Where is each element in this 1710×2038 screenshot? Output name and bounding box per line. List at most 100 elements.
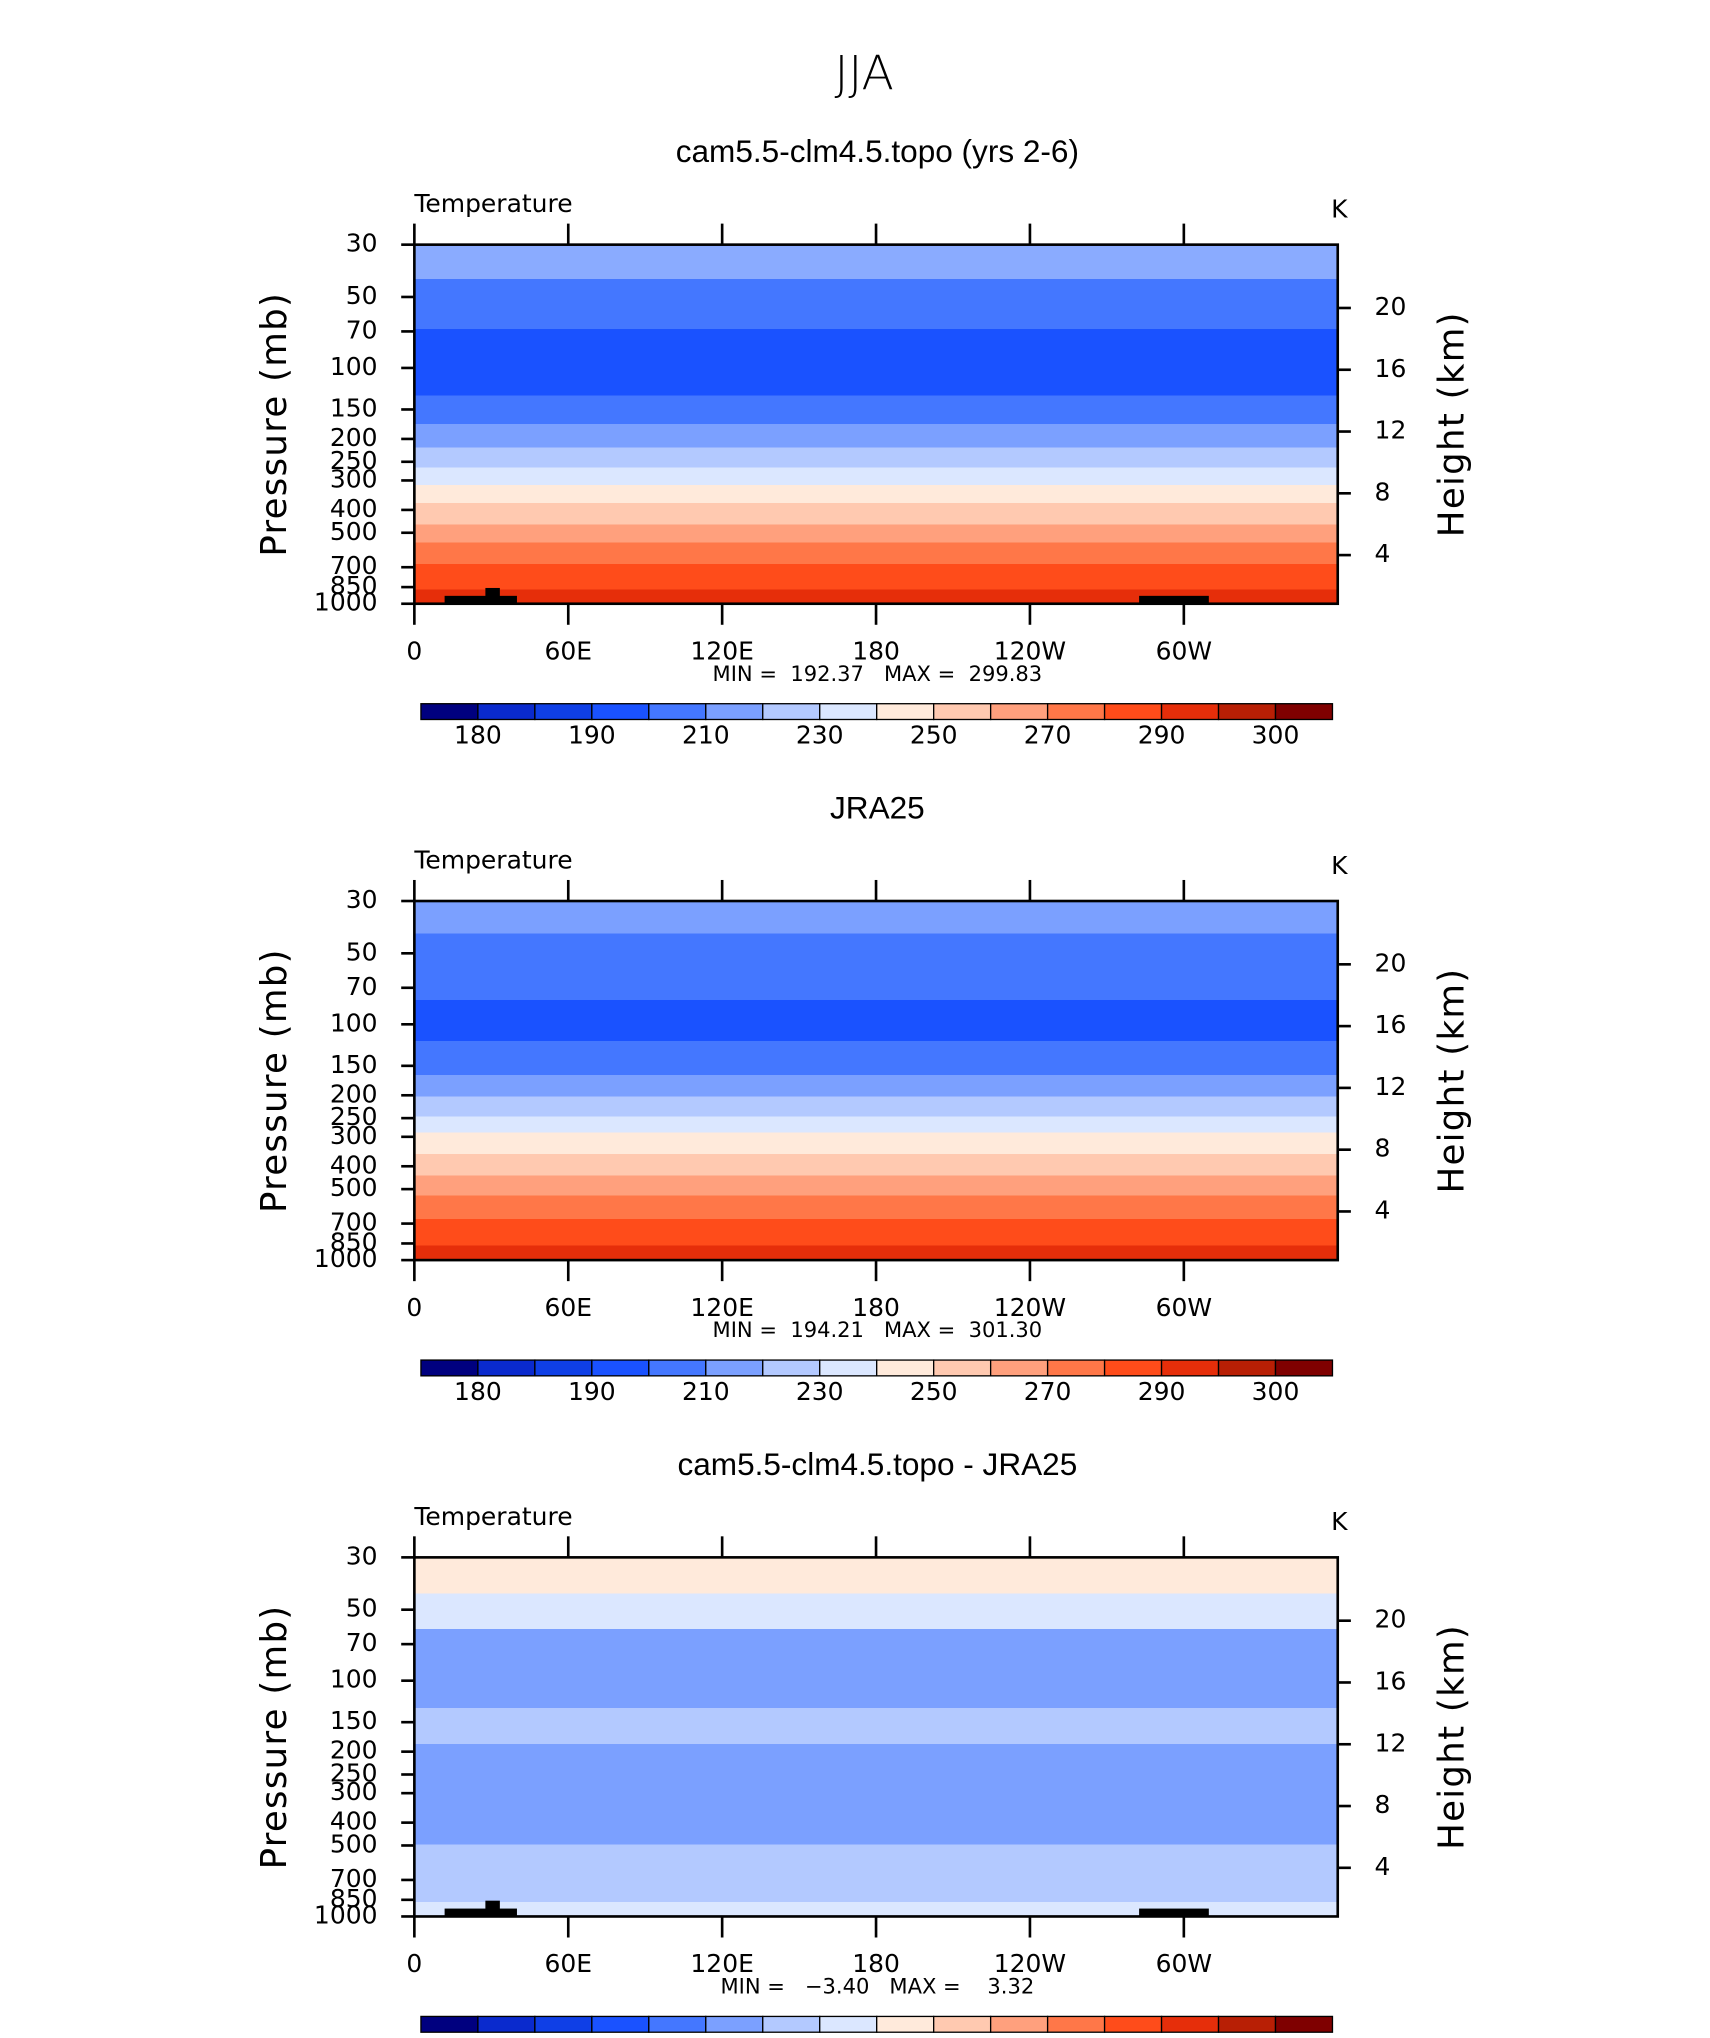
x-tick-label: 180 <box>852 1293 900 1322</box>
x-tick-label: 60W <box>1156 636 1213 665</box>
colorbar-box <box>876 1359 935 1377</box>
y-tick-label: 850 <box>330 571 378 600</box>
x-tick-label: 180 <box>852 1949 900 1978</box>
colorbar-box <box>705 2015 764 2033</box>
y-tick-label: 150 <box>330 1706 378 1735</box>
colorbar-label: −4 <box>630 2033 667 2038</box>
figure-title: JJA <box>834 46 893 101</box>
y-tick-label: 50 <box>346 1594 378 1623</box>
colorbar-label: 230 <box>796 1377 844 1406</box>
y-tick-label: 400 <box>330 494 378 523</box>
colorbar-label: −2 <box>744 2033 781 2038</box>
y2-tick-label: 4 <box>1375 1195 1391 1224</box>
y-tick-label: 400 <box>330 1807 378 1836</box>
colorbar-box <box>933 703 992 721</box>
colorbar-box <box>705 703 764 721</box>
y2-tick-label: 12 <box>1375 1728 1407 1757</box>
x-tick-label: 180 <box>852 636 900 665</box>
y-tick-label: 1000 <box>314 1900 378 1929</box>
colorbar-box <box>1274 1359 1334 1377</box>
stats: MIN = 194.21 MAX = 301.30 <box>713 1317 1043 1342</box>
y2-tick-label: 20 <box>1375 948 1407 977</box>
y-axis-label: Pressure (mb) <box>254 292 295 557</box>
colorbar-label: 290 <box>1138 721 1186 750</box>
x-tick-label: 60W <box>1156 1949 1213 1978</box>
colorbar-label: −1 <box>801 2033 838 2038</box>
right-label: K <box>1331 1507 1348 1536</box>
y2-tick-label: 20 <box>1375 292 1407 321</box>
y-tick-label: 300 <box>330 464 378 493</box>
colorbar-label: 210 <box>682 721 730 750</box>
right-label: K <box>1331 851 1348 880</box>
y2-tick-label: 16 <box>1375 1666 1407 1695</box>
x-tick-label: 120E <box>690 1949 753 1978</box>
topography <box>444 595 517 604</box>
y2-tick-label: 20 <box>1375 1605 1407 1634</box>
colorbar-box <box>876 703 935 721</box>
topography <box>485 587 500 604</box>
y-tick-label: 30 <box>346 229 378 258</box>
y-tick-label: 300 <box>330 1777 378 1806</box>
colorbar-label: 190 <box>568 1377 616 1406</box>
y2-axis-label: Height (km) <box>1431 311 1472 537</box>
x-tick-label: 0 <box>406 636 422 665</box>
x-tick-label: 120W <box>994 1293 1066 1322</box>
colorbar-box <box>534 1359 593 1377</box>
x-tick-label: 120W <box>994 1949 1066 1978</box>
y-tick-label: 700 <box>330 1208 378 1237</box>
colorbar-box <box>591 2015 650 2033</box>
colorbar-box <box>420 2015 479 2033</box>
y2-tick-label: 16 <box>1375 1010 1407 1039</box>
y2-axis-label: Height (km) <box>1431 1624 1472 1850</box>
y-tick-label: 200 <box>330 1079 378 1108</box>
colorbar-box <box>420 703 479 721</box>
colorbar-box <box>989 1359 1049 1377</box>
colorbar-box <box>591 703 650 721</box>
y-tick-label: 400 <box>330 1150 378 1179</box>
right-label: K <box>1331 194 1348 223</box>
y2-tick-label: 4 <box>1375 539 1391 568</box>
colorbar-box <box>1046 703 1106 721</box>
topography <box>1139 595 1209 604</box>
colorbar-box <box>819 1359 878 1377</box>
left-label: Temperature <box>413 189 572 218</box>
y-tick-label: 1000 <box>314 1244 378 1273</box>
colorbar-label: −7 <box>516 2033 553 2038</box>
y2-axis-label: Height (km) <box>1431 968 1472 1194</box>
y2-tick-label: 12 <box>1375 416 1407 445</box>
x-tick-label: 120W <box>994 636 1066 665</box>
colorbar-label: 290 <box>1138 1377 1186 1406</box>
colorbar-label: 190 <box>568 721 616 750</box>
stats: MIN = 192.37 MAX = 299.83 <box>713 661 1043 686</box>
y2-tick-label: 8 <box>1375 477 1391 506</box>
colorbar-label: −3 <box>687 2033 724 2038</box>
y-tick-label: 500 <box>330 517 378 546</box>
y-axis-label: Pressure (mb) <box>254 948 295 1213</box>
y-tick-label: 700 <box>330 551 378 580</box>
x-tick-label: 120E <box>690 636 753 665</box>
colorbar-box <box>819 703 878 721</box>
topography <box>444 1908 517 1917</box>
colorbar-box <box>648 703 707 721</box>
colorbar-box <box>819 2015 878 2033</box>
colorbar-box <box>1103 1359 1163 1377</box>
colorbar-label: 180 <box>454 1377 502 1406</box>
y2-tick-label: 8 <box>1375 1134 1391 1163</box>
colorbar-box <box>648 2015 707 2033</box>
left-label: Temperature <box>413 1502 572 1531</box>
y-tick-label: 100 <box>330 1008 378 1037</box>
y2-tick-label: 8 <box>1375 1790 1391 1819</box>
x-tick-label: 120E <box>690 1293 753 1322</box>
colorbar-box <box>420 1359 479 1377</box>
colorbar-box <box>762 1359 821 1377</box>
colorbar-label: 7 <box>1211 2033 1227 2038</box>
colorbar-box <box>762 703 821 721</box>
colorbar-label: 5 <box>1154 2033 1170 2038</box>
y-tick-label: 200 <box>330 423 378 452</box>
colorbar-box <box>477 703 536 721</box>
colorbar-label: 180 <box>454 721 502 750</box>
contour-field <box>414 901 1338 1261</box>
colorbar-box <box>705 1359 764 1377</box>
colorbar-box <box>1046 1359 1106 1377</box>
